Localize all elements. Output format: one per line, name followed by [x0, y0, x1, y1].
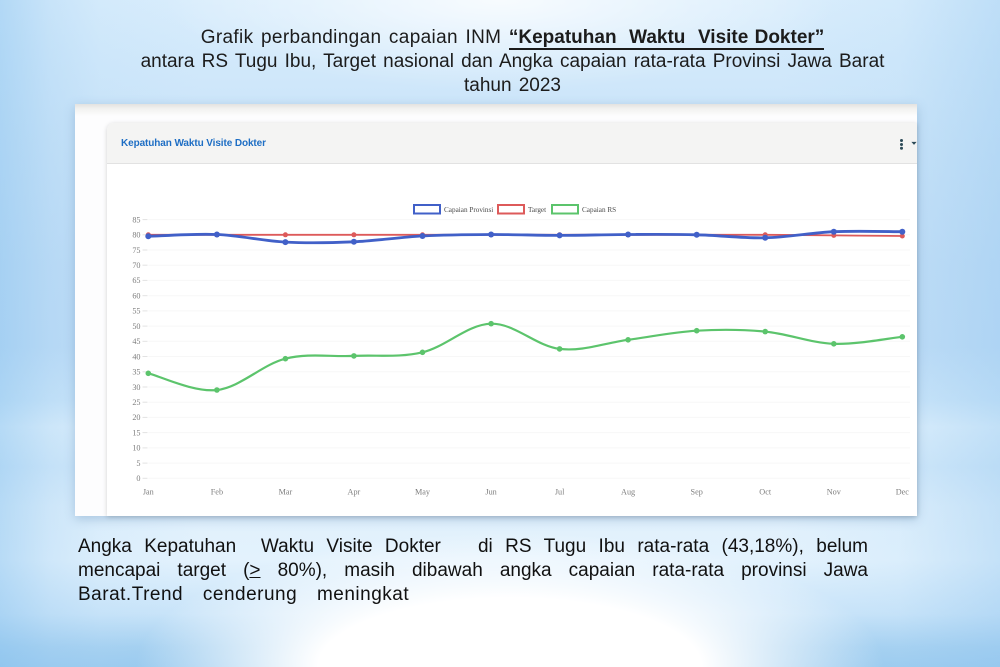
- svg-text:Jun: Jun: [485, 488, 496, 497]
- svg-text:65: 65: [132, 276, 140, 285]
- svg-text:10: 10: [132, 444, 140, 453]
- svg-text:Nov: Nov: [827, 488, 842, 497]
- svg-text:75: 75: [132, 246, 140, 255]
- svg-text:30: 30: [132, 383, 140, 392]
- svg-text:Jul: Jul: [555, 488, 565, 497]
- svg-text:45: 45: [132, 337, 140, 346]
- svg-text:15: 15: [132, 428, 140, 437]
- svg-text:Mar: Mar: [279, 488, 293, 497]
- svg-text:Capaian RS: Capaian RS: [582, 206, 616, 214]
- svg-text:20: 20: [132, 413, 140, 422]
- svg-text:Feb: Feb: [211, 488, 223, 497]
- svg-text:Sep: Sep: [691, 488, 703, 497]
- svg-text:Oct: Oct: [759, 488, 772, 497]
- svg-text:50: 50: [132, 322, 140, 331]
- svg-text:60: 60: [132, 292, 140, 301]
- svg-text:Dec: Dec: [896, 488, 910, 497]
- svg-text:0: 0: [136, 474, 140, 483]
- svg-text:Jan: Jan: [143, 488, 154, 497]
- svg-text:85: 85: [132, 215, 140, 224]
- svg-text:35: 35: [132, 368, 140, 377]
- svg-text:Target: Target: [528, 206, 546, 214]
- svg-text:55: 55: [132, 307, 140, 316]
- svg-text:Aug: Aug: [621, 488, 635, 497]
- svg-text:May: May: [415, 488, 431, 497]
- svg-text:25: 25: [132, 398, 140, 407]
- svg-text:Apr: Apr: [348, 488, 361, 497]
- svg-text:40: 40: [132, 352, 140, 361]
- svg-text:Capaian Provinsi: Capaian Provinsi: [444, 206, 493, 214]
- svg-text:80: 80: [132, 231, 140, 240]
- svg-text:5: 5: [136, 459, 140, 468]
- svg-text:70: 70: [132, 261, 140, 270]
